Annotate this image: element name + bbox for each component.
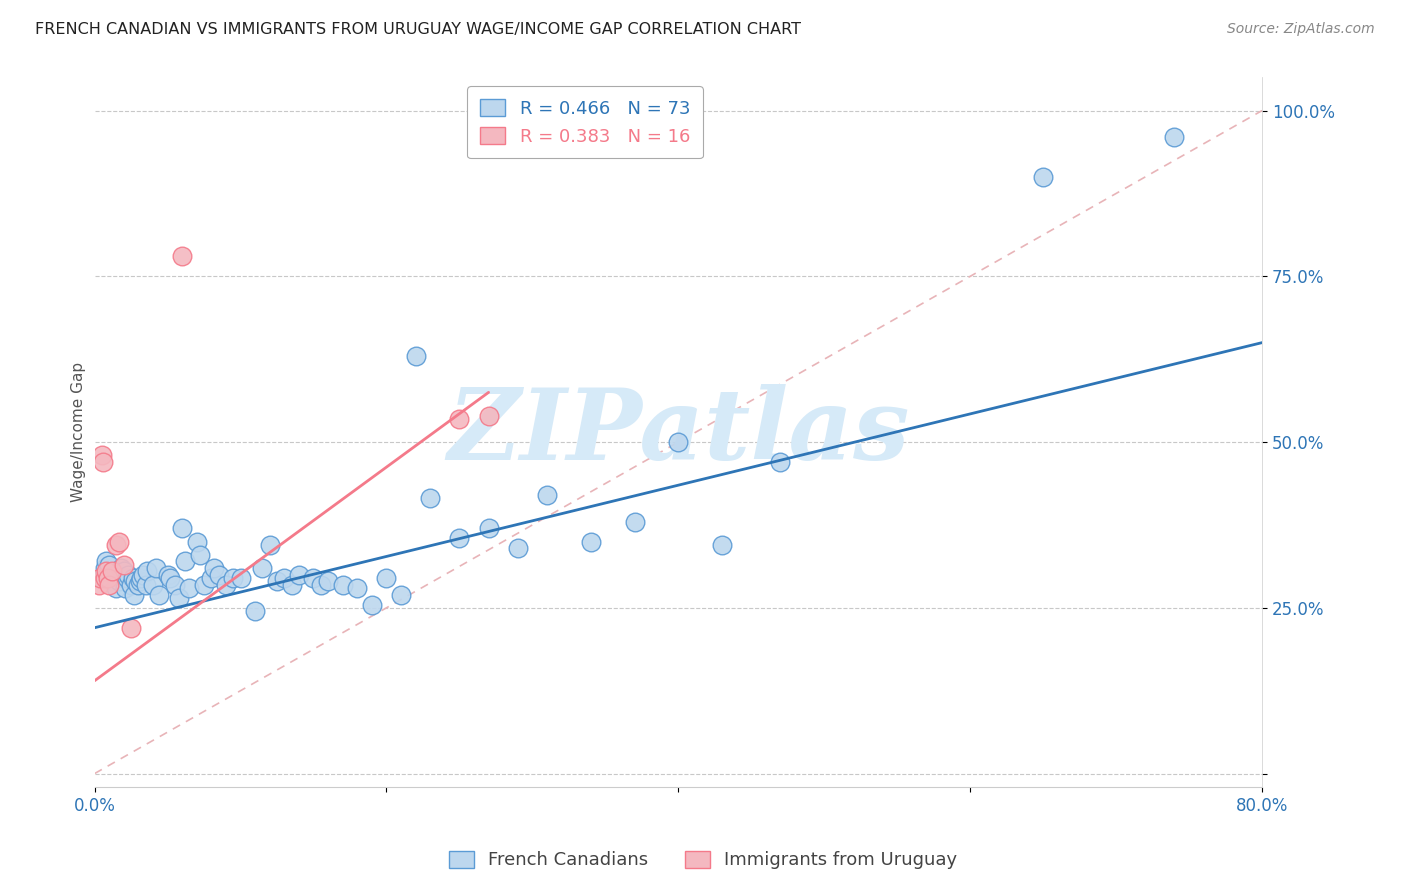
Point — [105, 581, 128, 595]
Point — [112, 571, 135, 585]
Point — [623, 515, 645, 529]
Point — [215, 577, 238, 591]
Point — [478, 521, 501, 535]
Point — [94, 571, 117, 585]
Point — [91, 455, 114, 469]
Point — [243, 604, 266, 618]
Point — [360, 598, 382, 612]
Point — [167, 591, 190, 605]
Point — [110, 561, 132, 575]
Point — [98, 571, 121, 585]
Point — [96, 565, 118, 579]
Point — [346, 581, 368, 595]
Point — [193, 577, 215, 591]
Point — [124, 574, 146, 589]
Point — [288, 567, 311, 582]
Point — [280, 577, 302, 591]
Point — [121, 571, 143, 585]
Point — [200, 571, 222, 585]
Point — [478, 409, 501, 423]
Point — [163, 577, 186, 591]
Point — [1032, 169, 1054, 184]
Point — [87, 577, 110, 591]
Point — [127, 577, 149, 591]
Point — [142, 577, 165, 591]
Point — [405, 349, 427, 363]
Point — [222, 571, 245, 585]
Point — [309, 577, 332, 591]
Point — [188, 548, 211, 562]
Point — [536, 488, 558, 502]
Point — [419, 491, 441, 506]
Point — [666, 435, 689, 450]
Point — [156, 567, 179, 582]
Point — [117, 567, 139, 582]
Point — [389, 588, 412, 602]
Point — [98, 558, 121, 572]
Point — [122, 588, 145, 602]
Point — [107, 567, 129, 582]
Point — [89, 571, 111, 585]
Point — [112, 565, 135, 579]
Point — [108, 534, 131, 549]
Point — [94, 561, 117, 575]
Point — [112, 558, 135, 572]
Point — [179, 581, 201, 595]
Point — [103, 567, 125, 582]
Point — [128, 574, 150, 589]
Point — [375, 571, 398, 585]
Point — [132, 567, 155, 582]
Point — [202, 561, 225, 575]
Point — [136, 565, 159, 579]
Point — [332, 577, 354, 591]
Point — [449, 531, 471, 545]
Point — [120, 621, 142, 635]
Point — [120, 577, 142, 591]
Point — [145, 561, 167, 575]
Text: FRENCH CANADIAN VS IMMIGRANTS FROM URUGUAY WAGE/INCOME GAP CORRELATION CHART: FRENCH CANADIAN VS IMMIGRANTS FROM URUGU… — [35, 22, 801, 37]
Point — [273, 571, 295, 585]
Point — [105, 538, 128, 552]
Point — [579, 534, 602, 549]
Point — [114, 581, 136, 595]
Point — [90, 448, 112, 462]
Point — [98, 577, 121, 591]
Point — [506, 541, 529, 556]
Point — [266, 574, 288, 589]
Point — [229, 571, 252, 585]
Point — [115, 571, 138, 585]
Point — [97, 571, 120, 585]
Legend: French Canadians, Immigrants from Uruguay: French Canadians, Immigrants from Urugua… — [440, 842, 966, 879]
Point — [159, 571, 181, 585]
Point — [186, 534, 208, 549]
Point — [174, 554, 197, 568]
Point — [1163, 130, 1185, 145]
Point — [252, 561, 274, 575]
Point — [101, 574, 124, 589]
Text: Source: ZipAtlas.com: Source: ZipAtlas.com — [1227, 22, 1375, 37]
Point — [129, 571, 152, 585]
Point — [135, 577, 157, 591]
Point — [302, 571, 325, 585]
Point — [108, 574, 131, 589]
Text: ZIPatlas: ZIPatlas — [447, 384, 910, 481]
Point — [101, 565, 124, 579]
Y-axis label: Wage/Income Gap: Wage/Income Gap — [72, 362, 86, 502]
Point — [769, 455, 792, 469]
Point — [172, 521, 194, 535]
Legend: R = 0.466   N = 73, R = 0.383   N = 16: R = 0.466 N = 73, R = 0.383 N = 16 — [467, 87, 703, 159]
Point — [259, 538, 281, 552]
Point — [90, 571, 112, 585]
Point — [449, 412, 471, 426]
Point — [207, 567, 229, 582]
Point — [711, 538, 734, 552]
Point — [316, 574, 339, 589]
Point — [172, 249, 194, 263]
Point — [96, 554, 118, 568]
Point — [148, 588, 170, 602]
